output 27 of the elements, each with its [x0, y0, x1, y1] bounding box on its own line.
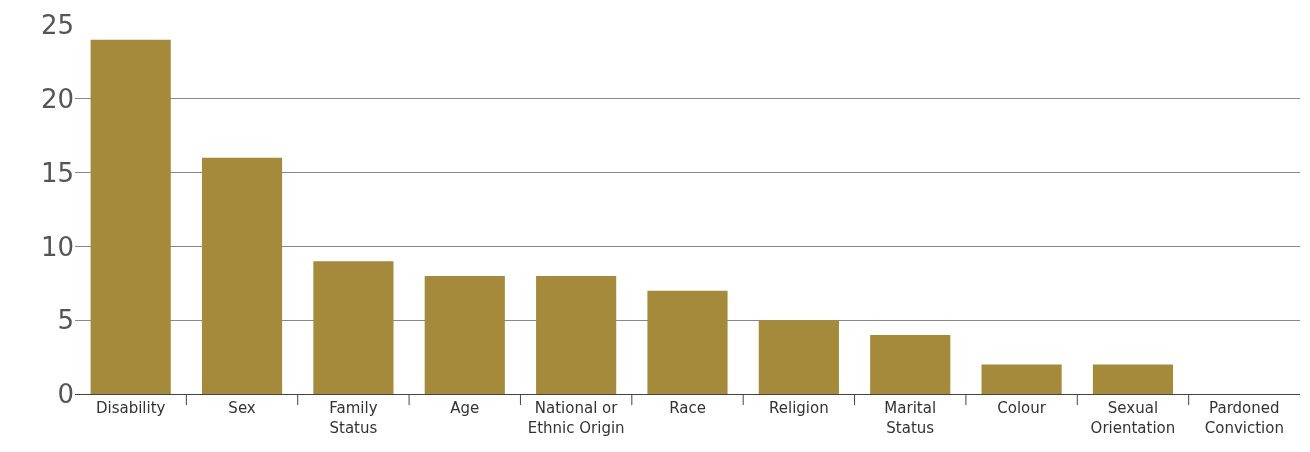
x-tick-label: Pardoned Conviction	[1204, 399, 1284, 437]
y-tick-label: 0	[57, 379, 74, 410]
bar	[647, 290, 728, 394]
bar	[870, 334, 951, 394]
x-tick-label: Religion	[769, 399, 829, 417]
y-tick-label: 10	[40, 231, 74, 262]
bar	[201, 157, 283, 394]
bar	[536, 275, 617, 394]
x-tick-label: Colour	[997, 399, 1047, 417]
y-tick-label: 15	[40, 157, 74, 188]
x-tick-label: Marital Status	[884, 399, 937, 437]
y-tick-label: 5	[57, 305, 74, 336]
x-tick-label: Race	[669, 399, 706, 417]
x-tick-label: Sexual Orientation	[1090, 399, 1176, 437]
x-tick-label: National or Ethnic Origin	[527, 399, 625, 437]
x-tick-label: Sex	[228, 399, 256, 417]
x-tick-label: Disability	[95, 399, 166, 417]
bar	[758, 320, 839, 394]
bar	[981, 364, 1062, 394]
y-tick-label: 20	[40, 83, 74, 114]
bar	[90, 39, 171, 394]
bar	[424, 275, 505, 394]
x-tick-label: Age	[450, 399, 480, 417]
y-tick-label: 25	[40, 10, 74, 41]
bar	[313, 261, 394, 394]
bar	[1092, 364, 1174, 394]
x-tick-label: Family Status	[329, 399, 378, 437]
